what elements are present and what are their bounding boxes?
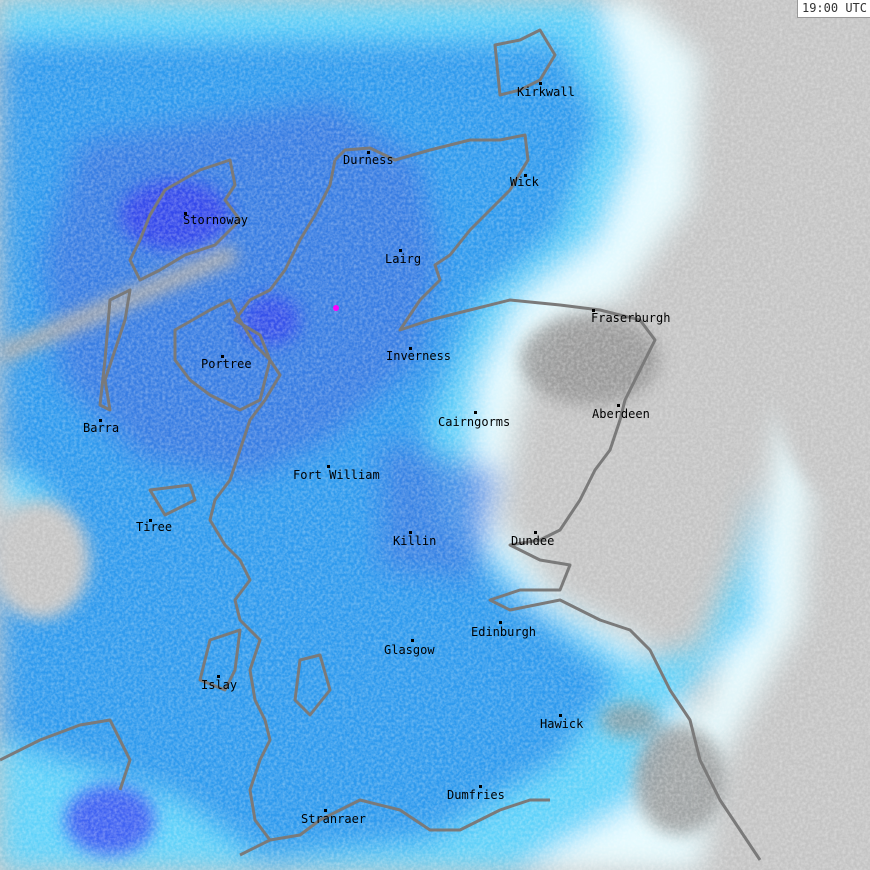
place-dot — [539, 82, 542, 85]
place-label: Inverness — [386, 349, 451, 363]
place-label: Portree — [201, 357, 252, 371]
place-dot — [184, 212, 187, 215]
place-dot — [409, 347, 412, 350]
place-killin: Killin — [393, 531, 436, 548]
place-dot — [499, 621, 502, 624]
place-dot — [324, 809, 327, 812]
place-hawick: Hawick — [540, 714, 584, 731]
place-inverness: Inverness — [386, 347, 451, 363]
place-dot — [534, 531, 537, 534]
place-dot — [149, 519, 152, 522]
place-dot — [559, 714, 562, 717]
place-dot — [411, 639, 414, 642]
place-dundee: Dundee — [511, 531, 554, 548]
place-dot — [617, 404, 620, 407]
place-label: Glasgow — [384, 643, 435, 657]
place-dot — [99, 419, 102, 422]
place-islay: Islay — [201, 675, 237, 692]
place-label: Edinburgh — [471, 625, 536, 639]
place-lairg: Lairg — [385, 249, 421, 266]
place-label: Kirkwall — [517, 85, 575, 99]
place-label: Wick — [510, 175, 540, 189]
place-dot — [409, 531, 412, 534]
place-dumfries: Dumfries — [447, 785, 505, 802]
place-tiree: Tiree — [136, 519, 172, 534]
place-cairngorms: Cairngorms — [438, 411, 510, 429]
place-edinburgh: Edinburgh — [471, 621, 536, 639]
place-label: Durness — [343, 153, 394, 167]
place-kirkwall: Kirkwall — [517, 82, 575, 99]
place-fraserburgh: Fraserburgh — [591, 309, 670, 325]
place-dot — [217, 675, 220, 678]
place-label: Fort William — [293, 468, 380, 482]
place-label: Cairngorms — [438, 415, 510, 429]
place-wick: Wick — [510, 174, 540, 189]
place-label: Fraserburgh — [591, 311, 670, 325]
place-fort-william: Fort William — [293, 465, 380, 482]
place-stornoway: Stornoway — [183, 212, 248, 227]
place-dot — [479, 785, 482, 788]
extreme-echo — [333, 305, 339, 311]
place-label: Tiree — [136, 520, 172, 534]
place-glasgow: Glasgow — [384, 639, 435, 657]
place-label: Dumfries — [447, 788, 505, 802]
place-dot — [592, 309, 595, 312]
place-label: Lairg — [385, 252, 421, 266]
place-barra: Barra — [83, 419, 119, 435]
place-dot — [221, 355, 224, 358]
place-labels: Kirkwall Durness Wick Stornoway Lairg Fraserb… — [83, 82, 670, 826]
place-dot — [474, 411, 477, 414]
place-label: Dundee — [511, 534, 554, 548]
place-dot — [399, 249, 402, 252]
place-dot — [524, 174, 527, 177]
place-label: Islay — [201, 678, 237, 692]
place-dot — [327, 465, 330, 468]
place-aberdeen: Aberdeen — [592, 404, 650, 421]
place-label: Hawick — [540, 717, 584, 731]
place-portree: Portree — [201, 355, 252, 371]
place-label: Barra — [83, 421, 119, 435]
timestamp-label: 19:00 UTC — [796, 0, 870, 18]
place-dot — [367, 151, 370, 154]
coastline — [0, 28, 762, 861]
place-stranraer: Stranraer — [301, 809, 366, 826]
place-label: Aberdeen — [592, 407, 650, 421]
place-label: Killin — [393, 534, 436, 548]
place-label: Stornoway — [183, 213, 248, 227]
place-durness: Durness — [343, 151, 394, 167]
place-label: Stranraer — [301, 812, 366, 826]
